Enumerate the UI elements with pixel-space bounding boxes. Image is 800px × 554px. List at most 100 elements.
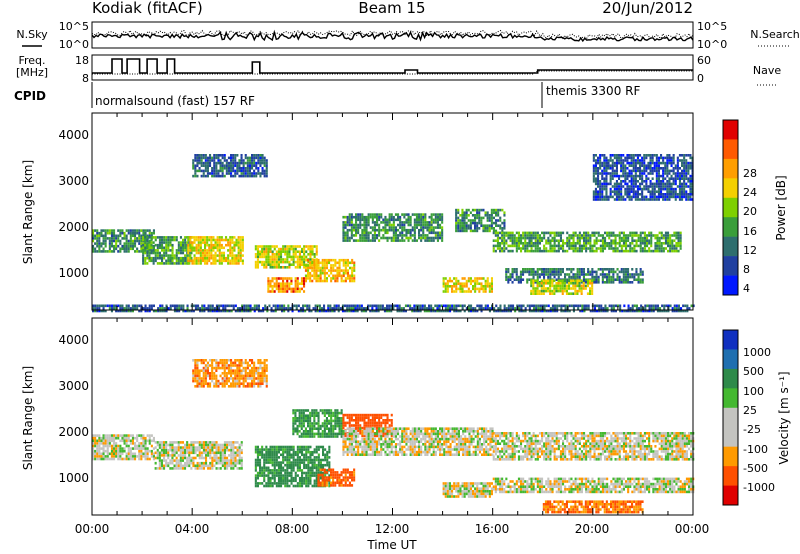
heatmap-cell bbox=[557, 282, 560, 285]
heatmap-cell bbox=[215, 446, 218, 449]
heatmap-cell bbox=[605, 156, 608, 160]
heatmap-cell bbox=[119, 229, 122, 232]
heatmap-cell bbox=[631, 239, 634, 242]
heatmap-cell bbox=[292, 260, 295, 264]
heatmap-cell bbox=[620, 154, 623, 157]
heatmap-cell bbox=[319, 277, 322, 280]
heatmap-cell bbox=[392, 223, 395, 227]
heatmap-cell bbox=[514, 309, 517, 313]
heatmap-cell bbox=[158, 254, 161, 257]
heatmap-cell bbox=[474, 277, 477, 280]
heatmap-cell bbox=[175, 254, 178, 257]
heatmap-cell bbox=[220, 259, 223, 263]
heatmap-cell bbox=[524, 231, 527, 235]
heatmap-cell bbox=[102, 250, 105, 253]
heatmap-cell bbox=[496, 231, 499, 235]
heatmap-cell bbox=[119, 455, 122, 458]
heatmap-cell bbox=[624, 169, 627, 173]
heatmap-cell bbox=[342, 234, 345, 237]
heatmap-cell bbox=[129, 439, 132, 443]
heatmap-cell bbox=[488, 287, 491, 291]
heatmap-cell bbox=[200, 451, 203, 455]
heatmap-cell bbox=[256, 255, 259, 259]
heatmap-cell bbox=[580, 279, 583, 282]
heatmap-cell bbox=[647, 154, 650, 157]
heatmap-cell bbox=[653, 182, 656, 186]
heatmap-cell bbox=[415, 213, 418, 216]
heatmap-cell bbox=[240, 154, 243, 157]
heatmap-cell bbox=[641, 273, 644, 276]
heatmap-cell bbox=[301, 263, 304, 266]
heatmap-cell bbox=[446, 290, 449, 293]
heatmap-cell bbox=[261, 156, 264, 160]
heatmap-cell bbox=[643, 231, 646, 235]
heatmap-cell bbox=[318, 309, 321, 313]
heatmap-cell bbox=[315, 277, 318, 280]
heatmap-cell bbox=[394, 231, 397, 235]
heatmap-cell bbox=[215, 454, 218, 457]
heatmap-cell bbox=[641, 231, 644, 235]
heatmap-cell bbox=[152, 455, 155, 458]
heatmap-cell bbox=[277, 260, 280, 264]
heatmap-cell bbox=[271, 266, 274, 269]
heatmap-cell bbox=[578, 247, 581, 250]
heatmap-cell bbox=[615, 185, 618, 188]
heatmap-cell bbox=[284, 260, 287, 264]
heatmap-cell bbox=[511, 249, 514, 253]
heatmap-cell bbox=[237, 249, 240, 252]
heatmap-cell bbox=[144, 307, 147, 310]
heatmap-cell bbox=[616, 234, 619, 237]
heatmap-cell bbox=[219, 454, 222, 457]
heatmap-cell bbox=[432, 218, 435, 222]
heatmap-cell bbox=[605, 177, 608, 180]
heatmap-cell bbox=[561, 268, 564, 271]
heatmap-cell bbox=[182, 249, 185, 252]
heatmap-cell bbox=[321, 258, 324, 262]
heatmap-cell bbox=[146, 238, 149, 242]
heatmap-cell bbox=[146, 449, 149, 453]
heatmap-cell bbox=[207, 304, 210, 308]
heatmap-cell bbox=[144, 243, 147, 247]
heatmap-cell bbox=[378, 228, 381, 232]
heatmap-cell bbox=[261, 260, 264, 264]
heatmap-cell bbox=[218, 254, 221, 257]
heatmap-cell bbox=[620, 164, 623, 167]
heatmap-cell bbox=[534, 247, 537, 250]
heatmap-cell bbox=[144, 249, 147, 252]
heatmap-cell bbox=[255, 154, 258, 157]
heatmap-cell bbox=[566, 278, 569, 281]
heatmap-cell bbox=[204, 238, 207, 242]
heatmap-cell bbox=[208, 243, 211, 247]
heatmap-cell bbox=[184, 249, 187, 252]
heatmap-cell bbox=[515, 231, 518, 235]
heatmap-cell bbox=[150, 259, 153, 263]
heatmap-cell bbox=[484, 307, 487, 310]
heatmap-cell bbox=[315, 258, 318, 262]
heatmap-cell bbox=[216, 254, 219, 257]
heatmap-cell bbox=[271, 287, 274, 291]
heatmap-cell bbox=[503, 307, 506, 310]
heatmap-cell bbox=[378, 223, 381, 227]
heatmap-cell bbox=[138, 242, 141, 245]
heatmap-cell bbox=[110, 244, 113, 248]
heatmap-cell bbox=[522, 234, 525, 237]
heatmap-cell bbox=[275, 253, 278, 256]
heatmap-cell bbox=[457, 216, 460, 220]
heatmap-cell bbox=[641, 187, 644, 191]
heatmap-cell bbox=[92, 307, 95, 310]
heatmap-cell bbox=[211, 461, 214, 465]
heatmap-cell bbox=[254, 263, 257, 266]
heatmap-cell bbox=[106, 237, 109, 240]
heatmap-cell bbox=[184, 254, 187, 257]
heatmap-cell bbox=[507, 231, 510, 235]
heatmap-cell bbox=[379, 307, 382, 310]
heatmap-cell bbox=[444, 307, 447, 310]
heatmap-cell bbox=[98, 247, 101, 251]
heatmap-cell bbox=[192, 443, 195, 447]
heatmap-cell bbox=[298, 260, 301, 264]
heatmap-cell bbox=[618, 174, 621, 178]
heatmap-cell bbox=[463, 304, 466, 308]
power-ytick-4000: 4000 bbox=[58, 128, 89, 142]
heatmap-cell bbox=[144, 247, 147, 251]
heatmap-cell bbox=[442, 309, 445, 313]
